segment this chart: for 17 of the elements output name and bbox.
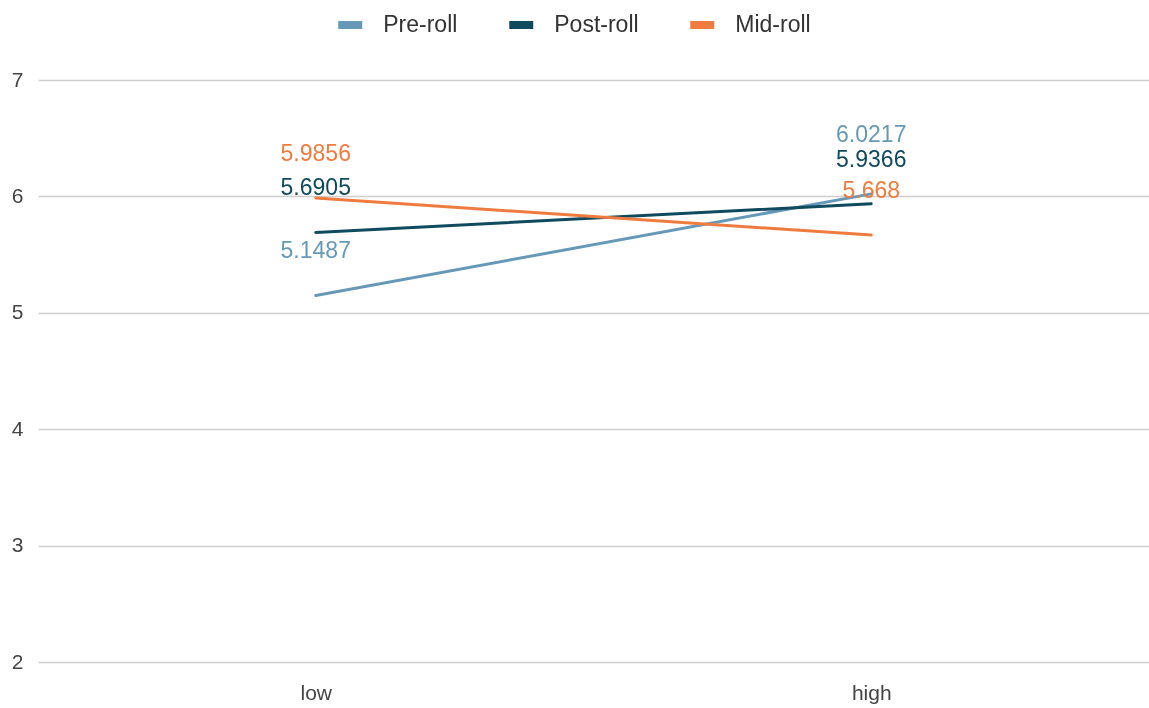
y-tick-label: 3 [11,533,24,557]
data-label: 5.6905 [280,174,351,201]
legend-label: Pre-roll [383,11,458,37]
data-label: 5.1487 [280,237,351,264]
y-tick-label: 6 [11,183,24,207]
data-label: 5.9856 [280,140,351,167]
y-tick-label: 4 [11,416,24,440]
legend-label: Mid-roll [735,11,811,37]
data-label: 6.0217 [836,120,907,147]
data-label: 5.9366 [836,145,907,172]
y-tick-label: 7 [11,67,24,91]
y-tick-label: 2 [11,649,24,673]
x-tick-label: low [300,680,333,704]
data-label: 5.668 [842,177,901,204]
y-tick-label: 5 [11,300,24,324]
x-tick-label: high [851,680,892,704]
legend-label: Post-roll [554,11,639,37]
